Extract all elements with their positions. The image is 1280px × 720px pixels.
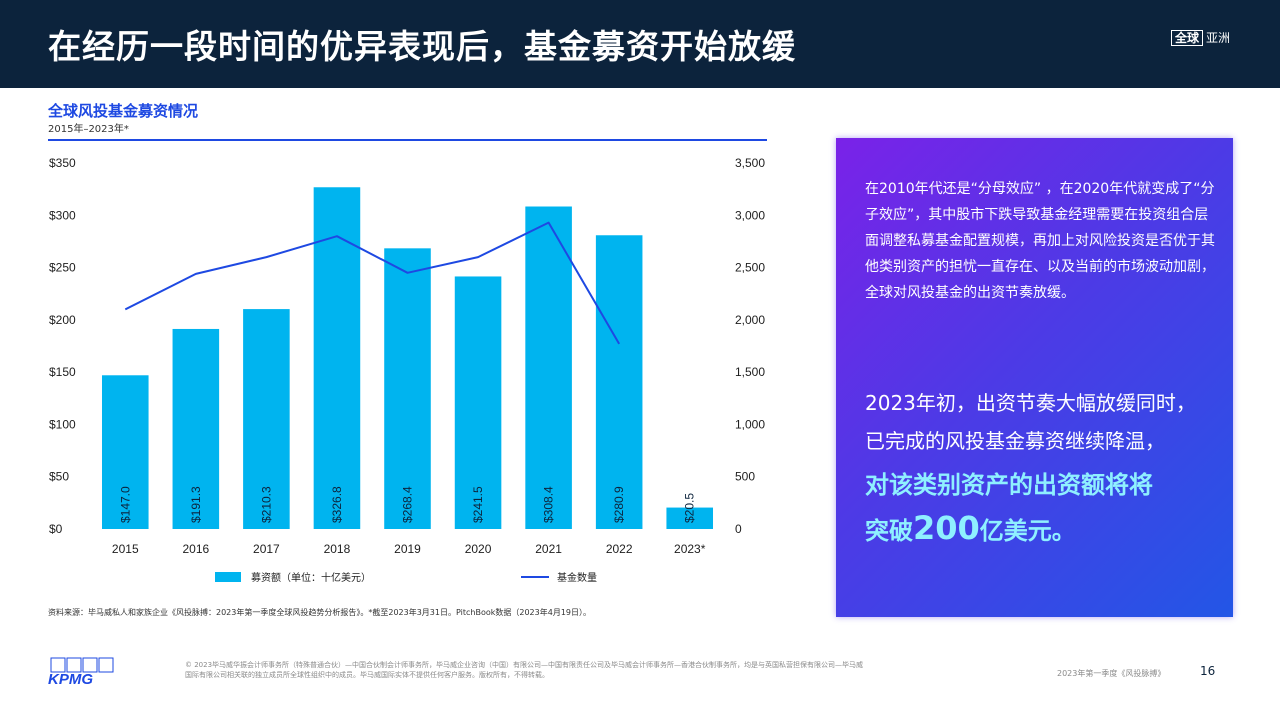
- panel-emphasis-post: 亿美元。: [979, 517, 1076, 545]
- bar: [384, 248, 431, 529]
- bar: [454, 276, 502, 529]
- bar: [172, 328, 220, 529]
- x-tick: 2015: [112, 542, 139, 556]
- kpmg-logo: KPMG: [48, 656, 118, 690]
- fundraising-chart: $0 $50 $100 $150 $200 $250 $300 $350 0 500 1,000 1,…: [49, 156, 765, 556]
- bar-value-label: $268.4: [401, 486, 415, 523]
- source-note: 资料来源：毕马威私人和家族企业《风投脉搏：2023年第一季度全球风投趋势分析报告…: [48, 608, 591, 617]
- header-bar: 在经历一段时间的优异表现后，基金募资开始放缓 全球 亚洲: [0, 0, 1280, 88]
- chart-title: 全球风投基金募资情况: [48, 102, 199, 120]
- y-right-tick: 3,500: [735, 156, 765, 170]
- y-right-tick: 2,500: [735, 261, 765, 275]
- y-left-tick: $300: [49, 208, 76, 222]
- panel-highlight-line-1: 2023年初，出资节奏大幅放缓同时，: [865, 391, 1196, 415]
- y-right-tick: 1,000: [735, 417, 765, 431]
- panel-paragraph: 在2010年代还是“分母效应” ，在2020年代就变成了“分子效应”，其中股市下…: [865, 181, 1215, 301]
- x-tick: 2023*: [674, 542, 706, 556]
- bar: [101, 375, 149, 529]
- y-right-tick: 2,000: [735, 313, 765, 327]
- y-right-tick: 3,000: [735, 208, 765, 222]
- panel-emphasis-pre: 突破: [865, 517, 913, 545]
- x-tick: 2019: [394, 542, 421, 556]
- brand-text: 亚洲: [1205, 31, 1230, 45]
- y-left-tick: $250: [49, 261, 76, 275]
- panel-emphasis: 对该类别资产的出资额将将 突破200亿美元。: [865, 464, 1225, 553]
- legend-label-bar: 募资额（单位：十亿美元）: [251, 573, 371, 584]
- bar-value-label: $241.5: [471, 486, 485, 523]
- y-left-tick: $150: [49, 365, 76, 379]
- y-right-tick: 500: [735, 470, 755, 484]
- fund-count-line: [124, 221, 621, 345]
- legend-label-line: 基金数量: [557, 573, 597, 584]
- legend-swatch-line: [521, 575, 549, 578]
- page-number: 16: [1200, 664, 1216, 678]
- bar-value-label: $20.5: [683, 493, 697, 523]
- bar: [243, 309, 290, 529]
- bar: [595, 235, 643, 529]
- y-left-tick: $350: [49, 156, 76, 170]
- y-left-tick: $50: [49, 470, 69, 484]
- brand-tag: 全球 亚洲: [1170, 29, 1230, 46]
- bar-value-label: $280.9: [612, 486, 626, 523]
- bar: [525, 206, 572, 529]
- bar-value-label: $326.8: [330, 486, 344, 523]
- x-tick: 2022: [606, 542, 633, 556]
- bar-value-label: $210.3: [259, 486, 273, 523]
- legend-swatch-bar: [215, 571, 241, 582]
- panel-emphasis-line-1: 对该类别资产的出资额将将: [865, 471, 1153, 499]
- y-left-tick: $100: [49, 417, 76, 431]
- y-left-tick: $200: [49, 313, 76, 327]
- chart-title-rule: [48, 139, 767, 141]
- chart-subtitle: 2015年–2023年*: [48, 124, 129, 135]
- footer-report-name: 2023年第一季度《风投脉搏》: [1057, 669, 1166, 678]
- y-right-tick: 0: [735, 522, 742, 536]
- footer-legal: © 2023毕马威华振会计师事务所（特殊普通合伙）—中国合伙制会计师事务所，毕马…: [185, 661, 864, 679]
- panel-highlight-line-2: 已完成的风投基金募资继续降温，: [865, 429, 1165, 453]
- insight-panel: 在2010年代还是“分母效应” ，在2020年代就变成了“分子效应”，其中股市下…: [836, 138, 1233, 617]
- chart-legend: 募资额（单位：十亿美元） 基金数量: [215, 569, 597, 584]
- bar: [313, 187, 361, 530]
- brand-box: 全球: [1170, 29, 1203, 46]
- x-tick: 2018: [324, 542, 351, 556]
- y-right-tick: 1,500: [735, 365, 765, 379]
- x-tick: 2021: [535, 542, 562, 556]
- y-left-tick: $0: [49, 522, 63, 536]
- kpmg-logo-text: KPMG: [48, 671, 93, 686]
- x-tick: 2017: [253, 542, 280, 556]
- bar: [666, 507, 714, 529]
- x-tick: 2020: [465, 542, 492, 556]
- page-title: 在经历一段时间的优异表现后，基金募资开始放缓: [48, 27, 796, 66]
- bar-value-label: $147.0: [118, 486, 132, 523]
- bar-value-label: $308.4: [542, 486, 556, 523]
- x-tick: 2016: [182, 542, 209, 556]
- panel-emphasis-line-2: 突破200亿美元。: [865, 507, 1225, 553]
- panel-emphasis-number: 200: [913, 509, 980, 547]
- panel-highlight: 2023年初，出资节奏大幅放缓同时， 已完成的风投基金募资继续降温，: [865, 384, 1225, 460]
- bar-value-label: $191.3: [189, 486, 203, 523]
